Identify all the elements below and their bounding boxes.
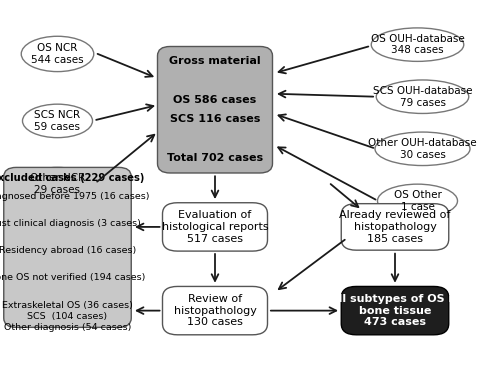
Ellipse shape (21, 36, 94, 71)
Ellipse shape (371, 28, 464, 61)
Ellipse shape (378, 184, 458, 218)
Text: Bone OS not verified (194 cases): Bone OS not verified (194 cases) (0, 273, 146, 282)
FancyBboxPatch shape (341, 286, 449, 335)
Text: Excluded cases (229 cases): Excluded cases (229 cases) (0, 173, 144, 183)
Text: OS OUH-database
348 cases: OS OUH-database 348 cases (370, 34, 464, 55)
Text: Just clinical diagnosis (3 cases): Just clinical diagnosis (3 cases) (0, 219, 142, 228)
Text: Residency abroad (16 cases): Residency abroad (16 cases) (0, 246, 136, 255)
Text: SCS  (104 cases): SCS (104 cases) (28, 312, 108, 321)
Text: Other NCR
29 cases: Other NCR 29 cases (30, 173, 85, 195)
Text: Review of
histopathology
130 cases: Review of histopathology 130 cases (174, 294, 256, 327)
FancyBboxPatch shape (341, 203, 449, 250)
Text: OS NCR
544 cases: OS NCR 544 cases (31, 43, 84, 65)
Text: SCS OUH-database
79 cases: SCS OUH-database 79 cases (373, 86, 472, 108)
Ellipse shape (22, 104, 92, 138)
Text: Other OUH-database
30 cases: Other OUH-database 30 cases (368, 138, 477, 160)
FancyBboxPatch shape (4, 167, 131, 327)
Ellipse shape (375, 132, 470, 166)
FancyBboxPatch shape (158, 46, 272, 173)
Text: SCS NCR
59 cases: SCS NCR 59 cases (34, 110, 80, 132)
FancyBboxPatch shape (162, 203, 268, 251)
Text: Other diagnosis (54 cases): Other diagnosis (54 cases) (4, 323, 131, 332)
Text: Evaluation of
histological reports
517 cases: Evaluation of histological reports 517 c… (162, 210, 268, 244)
Text: Extraskeletal OS (36 cases): Extraskeletal OS (36 cases) (2, 301, 133, 310)
Text: OS Other
1 case: OS Other 1 case (394, 190, 442, 212)
Text: Gross material: Gross material (169, 57, 261, 66)
Ellipse shape (21, 167, 94, 201)
Text: All subtypes of OS in
bone tissue
473 cases: All subtypes of OS in bone tissue 473 ca… (330, 294, 460, 327)
Ellipse shape (376, 80, 469, 113)
Text: Already reviewed of
histopathology
185 cases: Already reviewed of histopathology 185 c… (340, 210, 450, 244)
Text: Diagnosed before 1975 (16 cases): Diagnosed before 1975 (16 cases) (0, 192, 149, 201)
Text: Total 702 cases: Total 702 cases (167, 153, 263, 163)
Text: OS 586 cases: OS 586 cases (174, 95, 256, 105)
FancyBboxPatch shape (162, 286, 268, 335)
Text: SCS 116 cases: SCS 116 cases (170, 115, 260, 124)
